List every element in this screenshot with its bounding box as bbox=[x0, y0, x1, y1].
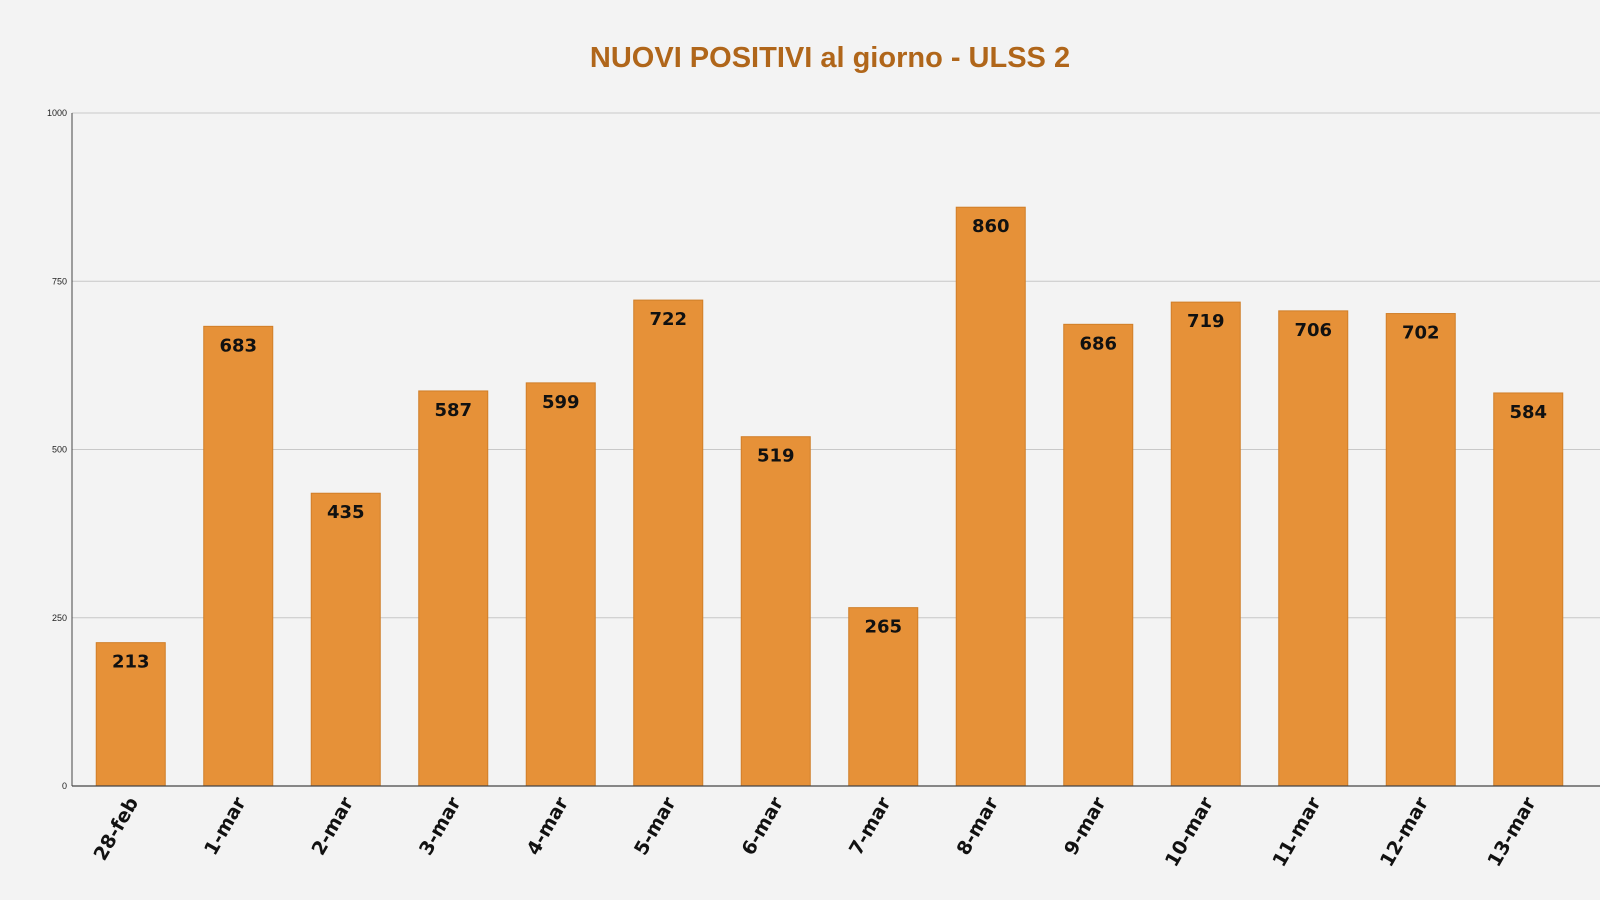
data-label: 587 bbox=[434, 400, 472, 421]
y-tick-label: 0 bbox=[62, 781, 67, 791]
x-tick-label: 1-mar bbox=[200, 793, 251, 859]
data-label: 519 bbox=[757, 446, 795, 467]
data-label: 860 bbox=[972, 216, 1010, 237]
x-tick-label: 9-mar bbox=[1060, 793, 1111, 859]
bar bbox=[848, 607, 919, 787]
x-tick-label: 7-mar bbox=[845, 793, 896, 859]
gridlines bbox=[72, 112, 1600, 619]
data-label: 435 bbox=[327, 502, 365, 523]
chart-title: NUOVI POSITIVI al giorno - ULSS 2 bbox=[589, 42, 1071, 74]
y-tick-label: 1000 bbox=[47, 108, 67, 118]
x-tick-label: 6-mar bbox=[737, 793, 788, 859]
bar bbox=[525, 382, 596, 787]
data-label: 599 bbox=[542, 392, 580, 413]
x-tick-label: 8-mar bbox=[952, 793, 1003, 859]
bar bbox=[955, 206, 1026, 787]
bar bbox=[418, 390, 489, 787]
bar bbox=[740, 436, 811, 787]
x-tick-label: 13-mar bbox=[1483, 793, 1541, 871]
data-label: 722 bbox=[649, 309, 687, 330]
bar bbox=[203, 325, 274, 787]
bar bbox=[1493, 392, 1564, 787]
data-label: 584 bbox=[1509, 402, 1547, 423]
x-tick-label: 11-mar bbox=[1268, 793, 1326, 871]
data-label: 719 bbox=[1187, 311, 1225, 332]
bars bbox=[95, 206, 1564, 787]
bar bbox=[1170, 301, 1241, 787]
data-label: 702 bbox=[1402, 323, 1440, 344]
y-tick-label: 500 bbox=[52, 445, 67, 455]
x-tick-label: 10-mar bbox=[1161, 793, 1219, 871]
data-label: 683 bbox=[219, 335, 257, 356]
data-label: 686 bbox=[1079, 333, 1117, 354]
bar bbox=[310, 492, 381, 787]
data-label: 706 bbox=[1294, 320, 1332, 341]
bar bbox=[1278, 310, 1349, 787]
x-tick-label: 3-mar bbox=[415, 793, 466, 859]
axes bbox=[71, 113, 1600, 787]
y-tick-label: 750 bbox=[52, 276, 67, 286]
x-tick-label: 4-mar bbox=[522, 793, 573, 859]
bar bbox=[1063, 323, 1134, 787]
data-label: 265 bbox=[864, 617, 902, 638]
bar bbox=[633, 299, 704, 787]
bar bbox=[1385, 313, 1456, 787]
x-tick-label: 5-mar bbox=[630, 793, 681, 859]
x-tick-label: 28-feb bbox=[89, 794, 143, 865]
x-tick-label: 2-mar bbox=[307, 793, 358, 859]
data-label: 213 bbox=[112, 652, 150, 673]
x-tick-label: 12-mar bbox=[1376, 793, 1434, 871]
y-tick-label: 250 bbox=[52, 613, 67, 623]
